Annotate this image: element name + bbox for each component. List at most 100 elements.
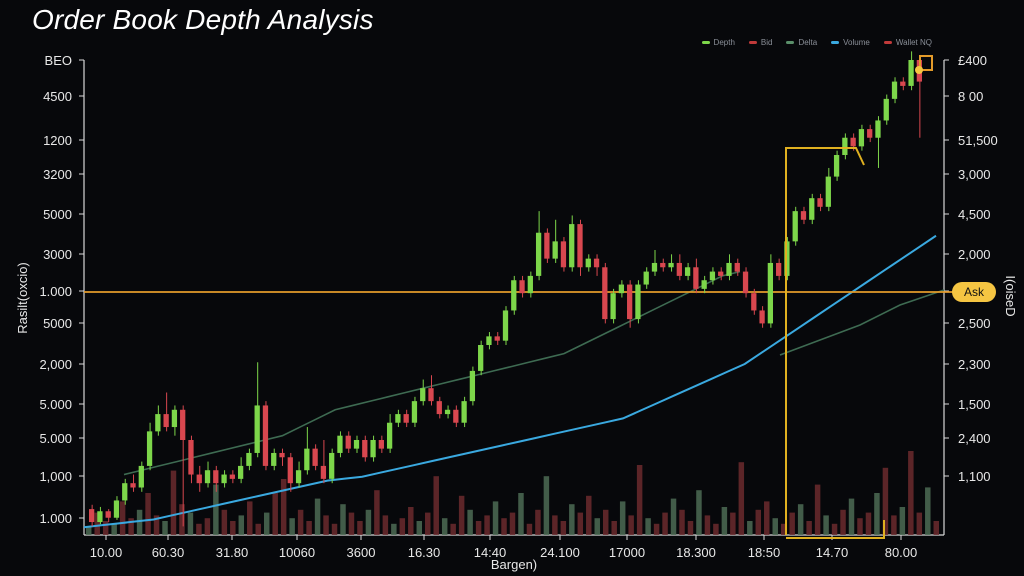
x-tick-label: 16.30 [408,545,441,560]
candle-body [560,241,567,268]
candle-body [130,483,136,488]
candle-body [792,211,798,242]
volume-bar [577,512,584,535]
candle-body [651,262,658,272]
left-tick-label: 1.000 [39,284,72,299]
left-tick-label: 3200 [43,167,72,182]
candle-body [527,275,533,294]
volume-bar [221,509,228,535]
candle-body [635,284,641,320]
volume-bar [840,509,846,535]
legend-label: Delta [798,38,818,47]
legend-label: Wallet NQ [895,38,932,47]
candle-body [875,120,881,138]
x-tick-label: 3600 [347,545,376,560]
legend-item[interactable]: Bid [748,38,772,47]
volume-bar [374,490,380,535]
candle-body [602,267,608,320]
x-tick-label: 31.80 [216,545,249,560]
x-tick-label: 10.00 [90,545,123,560]
candle-body [494,336,500,341]
x-tick-label: 24.100 [540,545,580,560]
candle-body [776,262,782,276]
candle-body [858,129,865,147]
left-tick-label: 1200 [43,133,72,148]
candle-body [742,271,749,294]
legend-item[interactable]: Volume [831,38,870,47]
volume-bar [933,521,939,535]
volume-bar [814,484,821,535]
volume-bar [865,512,872,535]
legend-item[interactable]: Depth [701,38,735,47]
volume-bar [280,479,287,535]
x-axis-label: Bargen) [491,557,537,572]
volume-bar [162,521,168,535]
candle-body [246,452,252,466]
volume-bar [509,512,516,535]
candle-body [171,409,178,428]
volume-bar [552,515,558,535]
volume-bar [297,509,304,535]
volume-bar [755,509,762,535]
candle-body [453,409,459,423]
candle-body [370,440,376,458]
highlight-marker-top [919,55,933,71]
volume-bar [721,507,728,535]
volume-bar [399,518,406,535]
candle-body [279,452,285,458]
volume-bar [806,521,812,535]
candle-body [254,405,260,453]
volume-bar [831,523,838,535]
candle-body [113,500,120,518]
volume-bar [645,518,651,535]
candle-body [353,440,360,449]
candle-body [833,155,840,177]
volume-bar [357,521,363,535]
x-tick-label: 18.300 [676,545,716,560]
candle-body [345,435,351,449]
candle-body [535,232,542,276]
volume-bar [730,512,736,535]
candle-body [627,284,633,320]
candle-body [312,448,318,466]
right-tick-label: 2,300 [958,357,991,372]
volume-bar [662,512,668,535]
left-tick-label: 5.000 [39,431,72,446]
candle-body [320,465,327,479]
legend-label: Depth [713,38,735,47]
candle-body [618,284,625,294]
candle-body [304,448,310,471]
volume-bar [94,512,100,535]
candle-body [511,280,517,311]
volume-bar [128,518,134,535]
candle-body [146,431,153,466]
candle-body [97,511,103,523]
legend-swatch [831,41,840,44]
volume-bar [857,518,863,535]
volume-bar [314,498,321,535]
candle-body [867,129,873,138]
legend-item[interactable]: Wallet NQ [883,38,932,47]
candle-body [734,262,740,272]
volume-bar [204,518,211,535]
volume-bar [416,521,423,535]
volume-bar [687,521,694,535]
candle-body [668,262,674,268]
left-tick-label: 5000 [43,316,72,331]
volume-bar [475,521,482,535]
candle-body [403,414,409,423]
right-tick-label: 4,500 [958,207,991,222]
candle-body [469,370,476,402]
volume-bar [569,504,575,535]
volume-bar [891,515,897,535]
candle-body [759,310,765,324]
volume-bar [908,451,914,535]
candle-body [718,271,724,276]
candle-body [850,137,856,147]
legend-item[interactable]: Delta [786,38,817,47]
volume-bar [382,515,389,535]
volume-bar [467,509,473,535]
volume-bar [179,504,185,535]
x-tick-label: 18:50 [748,545,781,560]
